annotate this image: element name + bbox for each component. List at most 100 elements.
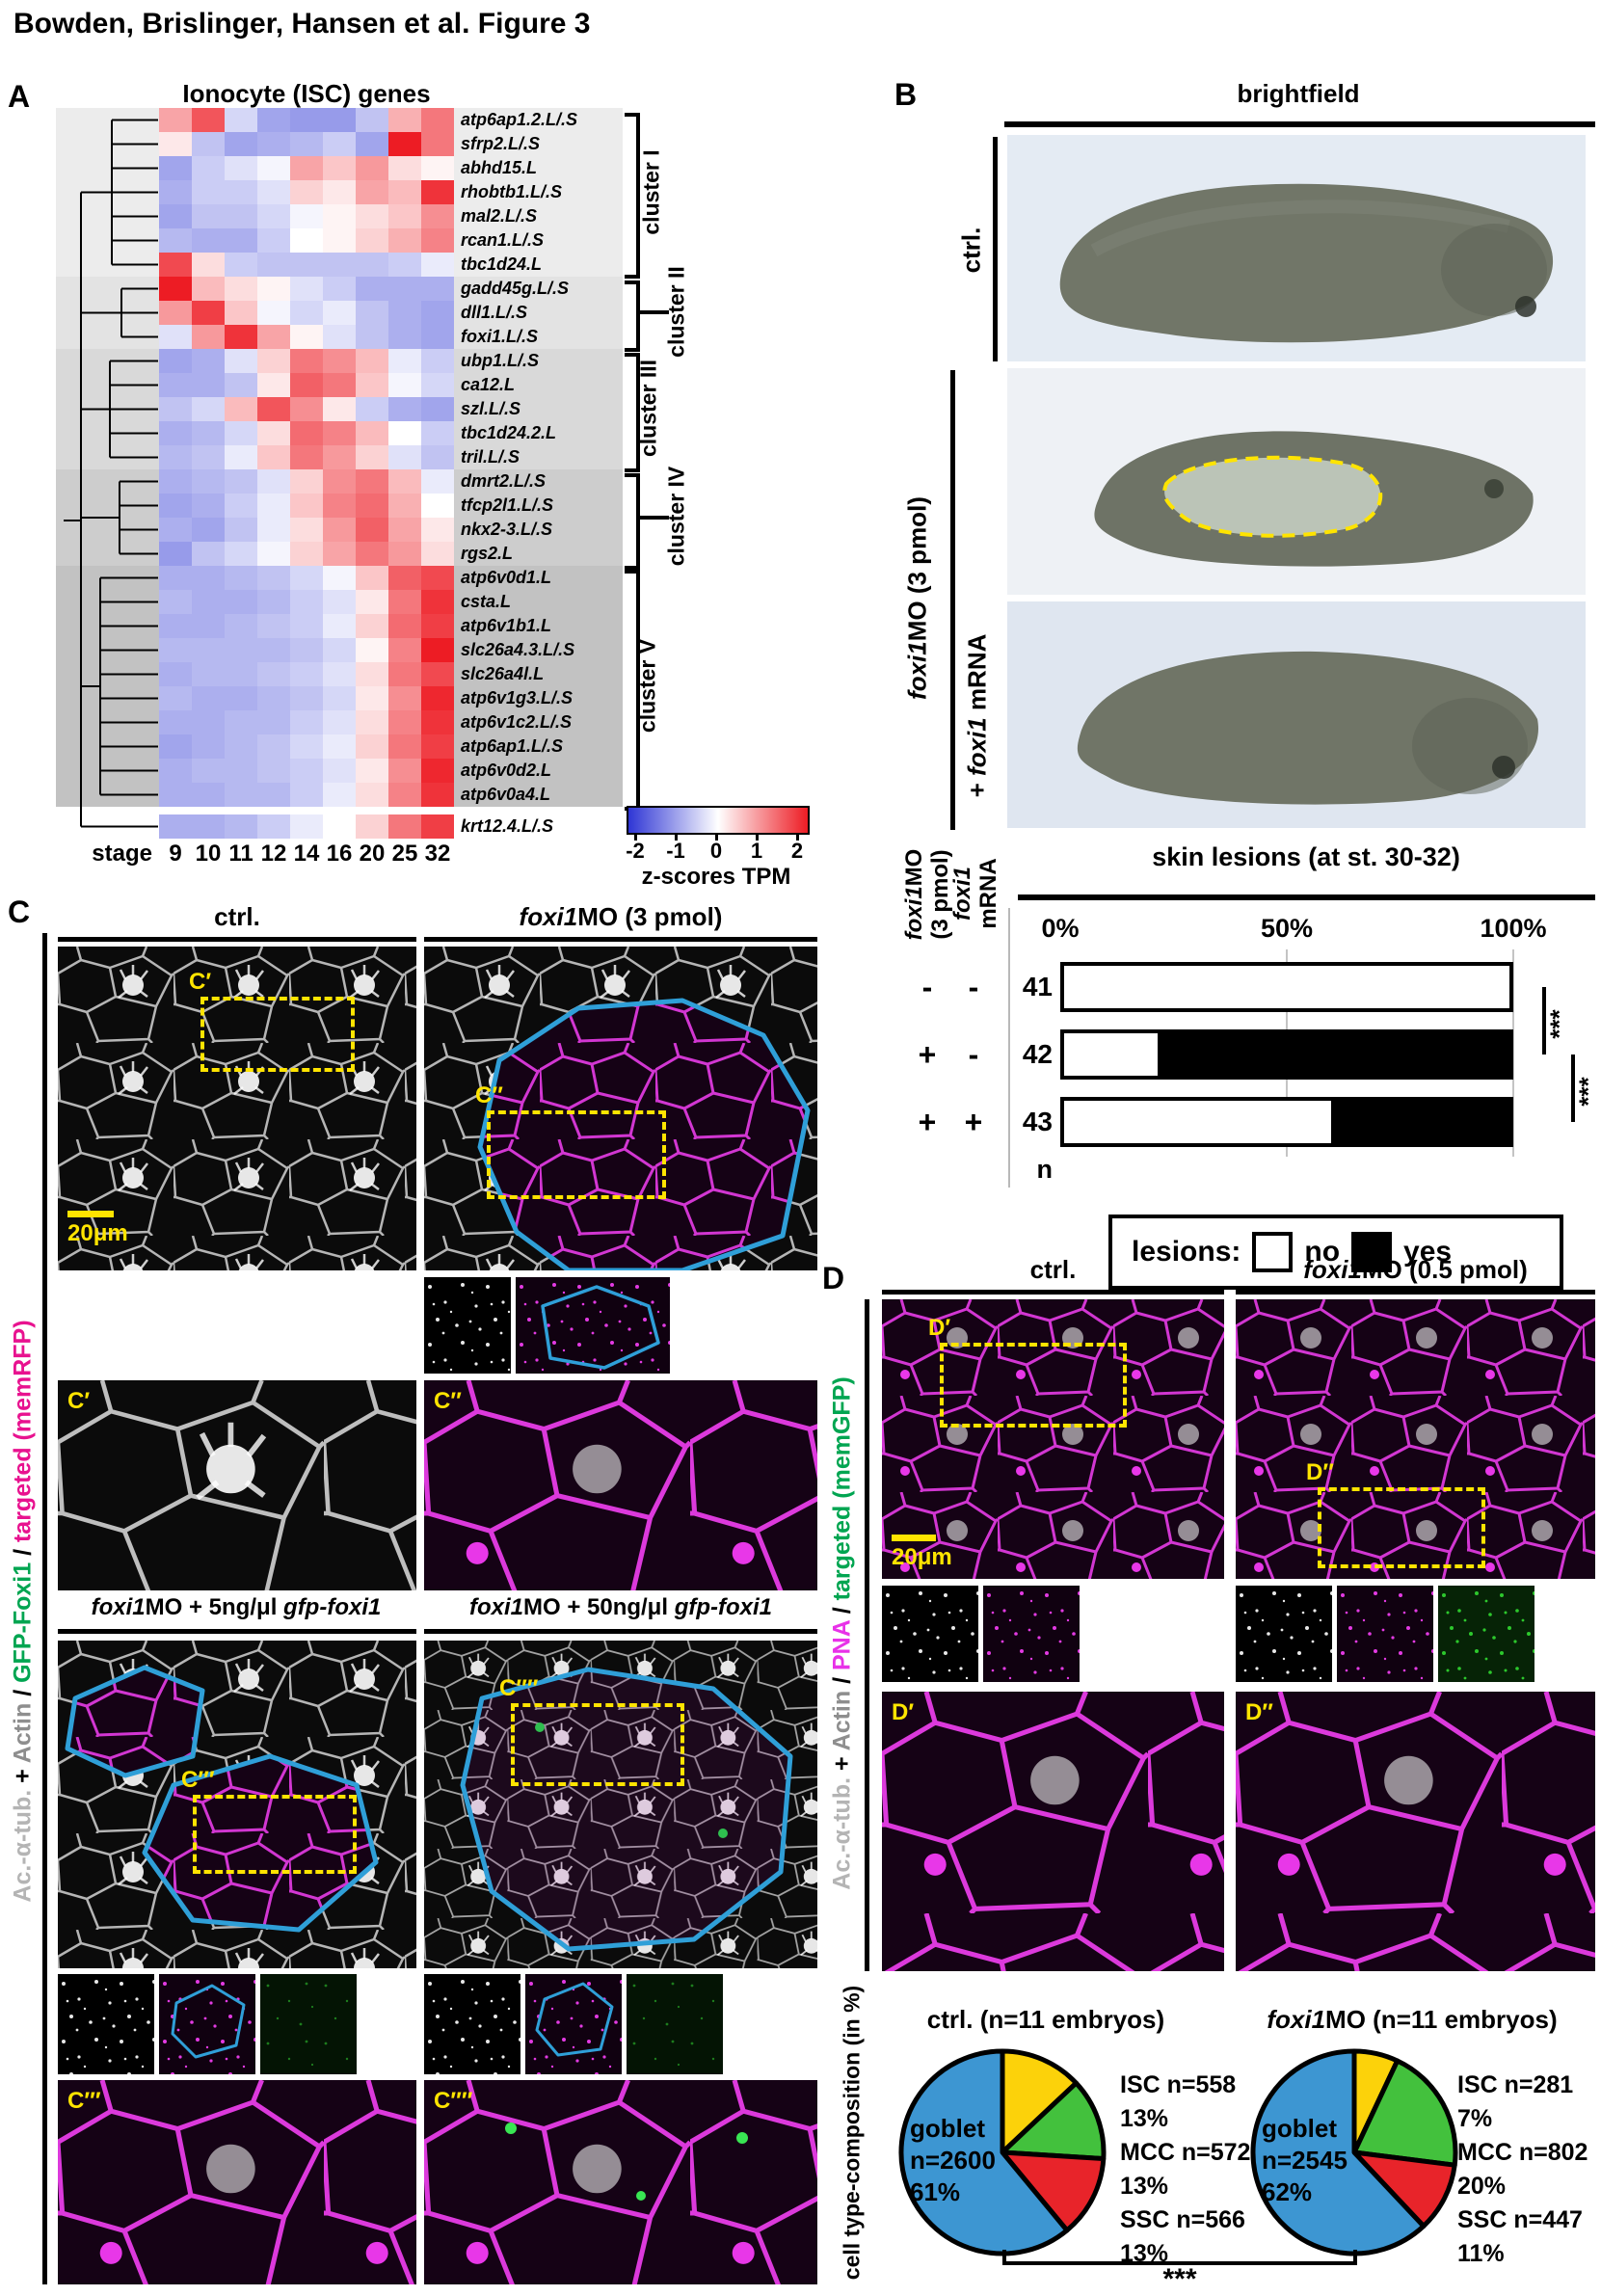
heatmap-cell [290, 614, 323, 638]
heatmap-cell [388, 590, 421, 614]
panel-c-col1-underline [58, 937, 416, 942]
heatmap-cell [192, 277, 225, 301]
bar-chart-title: skin lesions (at st. 30-32) [1017, 842, 1595, 872]
heatmap-cell [421, 253, 454, 277]
bar-row-n: 41 [993, 962, 1053, 1012]
heatmap-cell [388, 662, 421, 686]
inset-c6-green [627, 1974, 723, 2074]
micrograph-c3-zoom [58, 2080, 416, 2284]
heatmap-cell [290, 132, 323, 156]
heatmap-cell [323, 397, 356, 421]
stage-tick: 16 [323, 841, 356, 868]
heatmap-cell [356, 180, 388, 204]
n-axis-label: n [995, 1155, 1053, 1185]
heatmap-cell [356, 301, 388, 325]
gene-label: ca12.L [461, 373, 621, 397]
cluster-label-3: cluster III [636, 327, 662, 491]
panel-c-side-line [42, 933, 47, 2284]
heatmap-cell [323, 156, 356, 180]
panel-c-col2-label: foxi1MO (3 pmol) [424, 902, 817, 932]
bar-43 [1060, 1097, 1513, 1147]
heatmap-cell [421, 710, 454, 734]
heatmap-cell [159, 590, 192, 614]
colorbar [627, 806, 810, 835]
panel-a-letter: A [8, 79, 30, 115]
heatmap-grid [159, 108, 454, 807]
heatmap-cell [388, 814, 421, 839]
panel-c-side-label: Ac.-α-tub. + Actin / GFP-Foxi1 / targete… [10, 1202, 38, 2021]
heatmap-cell [290, 734, 323, 759]
sign-mo-row2: + [906, 1029, 948, 1080]
panel-c-col2-underline [424, 937, 817, 942]
pie-ctrl-legend: ISC n=558 13% MCC n=572 13% SSC n=566 13… [1120, 2069, 1250, 2271]
panel-d-col2-underline [1236, 1290, 1595, 1295]
heatmap-cell [225, 108, 257, 132]
heatmap-cell [421, 494, 454, 518]
heatmap-cell [388, 783, 421, 807]
panel-b-letter: B [894, 77, 917, 113]
heatmap-cell [323, 614, 356, 638]
scale-label-c: 20μm [67, 1220, 128, 1247]
side-label-part: + [10, 1763, 37, 1790]
heatmap-cell [257, 518, 290, 542]
heatmap-cell [159, 710, 192, 734]
panel-c-mid2-underline [424, 1629, 817, 1634]
heatmap-cell [192, 686, 225, 710]
heatmap-cell [421, 783, 454, 807]
brightfield-underline [1004, 121, 1595, 127]
heatmap-cell [225, 373, 257, 397]
heatmap-cell [192, 814, 225, 839]
heatmap-cell [159, 759, 192, 783]
foxi1-mrna-row-label: + foxi1 mRNA [963, 605, 993, 827]
pie-foxi1mo-goblet-label: goblet n=2545 62% [1262, 2113, 1348, 2208]
heatmap-cell [421, 397, 454, 421]
bar-chart-underline [1018, 894, 1595, 900]
panel-d-col1-label: ctrl. [882, 1255, 1224, 1285]
heatmap-cell [356, 494, 388, 518]
heatmap-cell [192, 301, 225, 325]
heatmap-cell [290, 759, 323, 783]
heatmap-cell [388, 759, 421, 783]
heatmap-cell [290, 228, 323, 253]
heatmap-cell [356, 566, 388, 590]
sign-mo-row3: + [906, 1097, 948, 1147]
heatmap-cell [192, 542, 225, 566]
heatmap-cell [192, 734, 225, 759]
heatmap-cell [257, 397, 290, 421]
heatmap-cell [421, 686, 454, 710]
heatmap-cell [356, 662, 388, 686]
gene-label: abhd15.L [461, 156, 621, 180]
heatmap-cell [356, 349, 388, 373]
foxi1mo-row-line [950, 370, 955, 830]
heatmap-cell [159, 156, 192, 180]
heatmap-cell [257, 662, 290, 686]
heatmap-cell [356, 638, 388, 662]
heatmap-cell [290, 397, 323, 421]
heatmap-cell [192, 421, 225, 445]
heatmap-cell [290, 108, 323, 132]
side-label-part: / [10, 1683, 37, 1703]
heatmap-cell [225, 494, 257, 518]
gene-label: rhobtb1.L/.S [461, 180, 621, 204]
heatmap-cell [290, 542, 323, 566]
gene-label: dmrt2.L/.S [461, 469, 621, 494]
ctrl-row-line [993, 137, 998, 361]
gene-label: ubp1.L/.S [461, 349, 621, 373]
side-label-part: Actin [829, 1691, 856, 1751]
heatmap-cell [388, 518, 421, 542]
heatmap-cell [159, 349, 192, 373]
gene-label: tbc1d24.2.L [461, 421, 621, 445]
heatmap-cell [323, 734, 356, 759]
heatmap-cell [323, 686, 356, 710]
bar-row-n: 43 [993, 1097, 1053, 1147]
heatmap-cell [257, 590, 290, 614]
heatmap-cell [225, 759, 257, 783]
stage-axis-label: stage [53, 841, 152, 868]
zoom-c4-label: C′′′′ [434, 2088, 472, 2115]
panel-c-letter: C [8, 894, 30, 930]
heatmap-cell [388, 349, 421, 373]
side-label-part: targeted (memGFP) [829, 1376, 856, 1600]
xtick-50: 50% [1248, 914, 1325, 944]
inset-c5-gray [58, 1974, 154, 2074]
heatmap-cell [323, 180, 356, 204]
